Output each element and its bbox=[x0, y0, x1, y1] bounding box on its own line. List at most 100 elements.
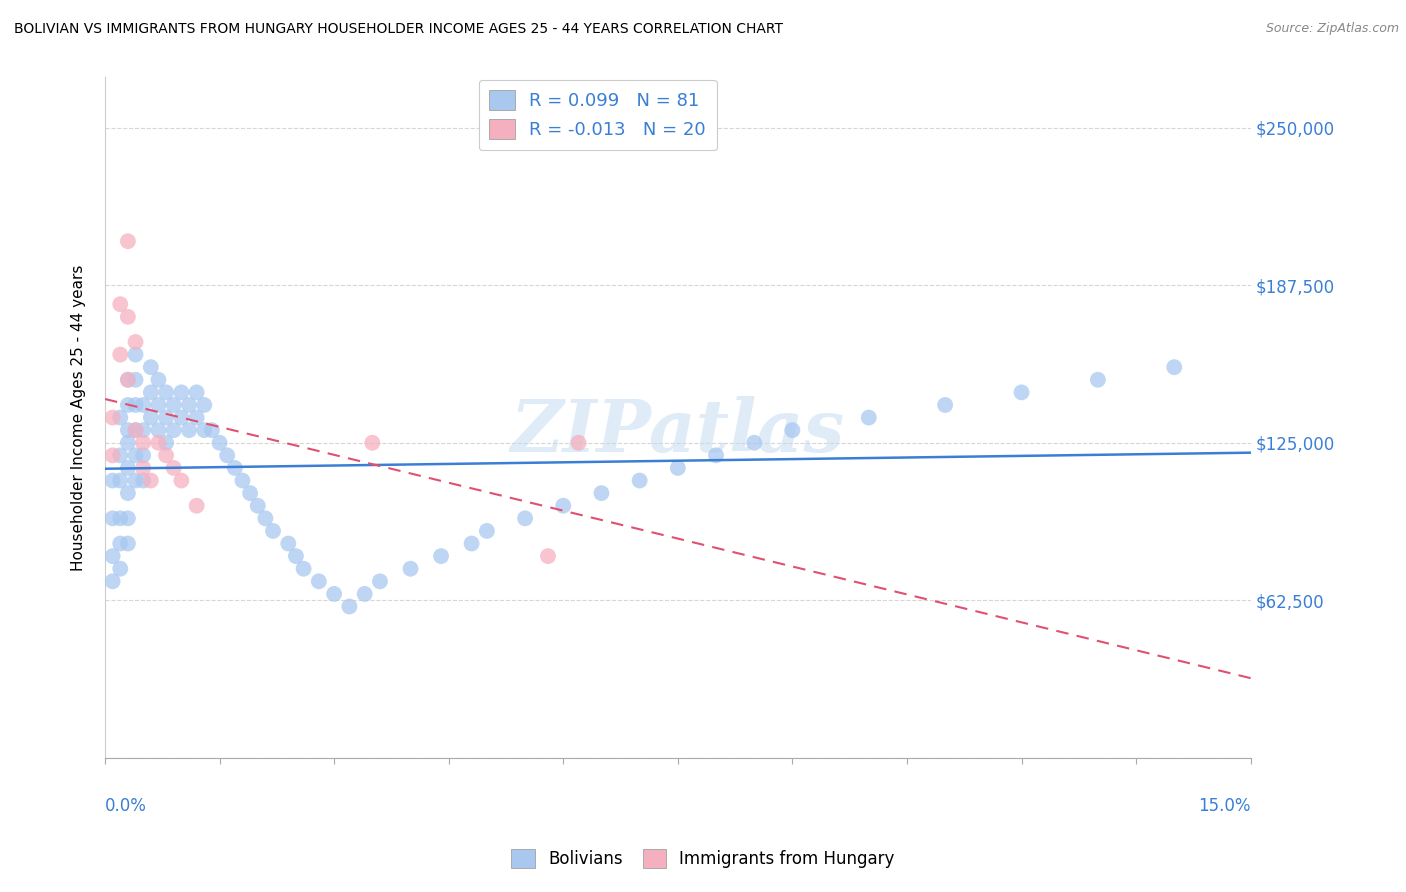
Point bbox=[246, 499, 269, 513]
Point bbox=[124, 334, 146, 349]
Point bbox=[132, 448, 155, 462]
Point bbox=[186, 499, 208, 513]
Legend: Bolivians, Immigrants from Hungary: Bolivians, Immigrants from Hungary bbox=[505, 843, 901, 875]
Point bbox=[262, 524, 284, 538]
Point bbox=[186, 385, 208, 400]
Point bbox=[284, 549, 307, 563]
Y-axis label: Householder Income Ages 25 - 44 years: Householder Income Ages 25 - 44 years bbox=[72, 264, 86, 571]
Point bbox=[361, 435, 384, 450]
Point bbox=[101, 448, 124, 462]
Point bbox=[117, 310, 139, 324]
Point bbox=[177, 398, 200, 412]
Point bbox=[430, 549, 453, 563]
Point bbox=[704, 448, 727, 462]
Point bbox=[163, 423, 186, 437]
Point bbox=[782, 423, 804, 437]
Point bbox=[132, 423, 155, 437]
Point bbox=[110, 348, 132, 362]
Point bbox=[934, 398, 956, 412]
Point bbox=[124, 474, 146, 488]
Point bbox=[101, 574, 124, 589]
Point bbox=[139, 360, 162, 375]
Text: Source: ZipAtlas.com: Source: ZipAtlas.com bbox=[1265, 22, 1399, 36]
Point bbox=[110, 511, 132, 525]
Point bbox=[124, 423, 146, 437]
Point bbox=[475, 524, 498, 538]
Text: ZIPatlas: ZIPatlas bbox=[510, 396, 845, 467]
Point bbox=[513, 511, 536, 525]
Point bbox=[101, 511, 124, 525]
Point bbox=[231, 474, 253, 488]
Text: 0.0%: 0.0% bbox=[105, 797, 146, 814]
Point bbox=[292, 562, 315, 576]
Point bbox=[170, 474, 193, 488]
Point bbox=[110, 562, 132, 576]
Point bbox=[308, 574, 330, 589]
Point bbox=[537, 549, 560, 563]
Point bbox=[339, 599, 361, 614]
Point bbox=[117, 486, 139, 500]
Text: BOLIVIAN VS IMMIGRANTS FROM HUNGARY HOUSEHOLDER INCOME AGES 25 - 44 YEARS CORREL: BOLIVIAN VS IMMIGRANTS FROM HUNGARY HOUS… bbox=[14, 22, 783, 37]
Point bbox=[193, 423, 215, 437]
Point bbox=[148, 435, 170, 450]
Point bbox=[155, 385, 177, 400]
Point bbox=[591, 486, 613, 500]
Point bbox=[110, 536, 132, 550]
Point bbox=[254, 511, 277, 525]
Point bbox=[201, 423, 224, 437]
Point bbox=[124, 348, 146, 362]
Point bbox=[132, 461, 155, 475]
Point bbox=[110, 410, 132, 425]
Point bbox=[139, 410, 162, 425]
Point bbox=[132, 474, 155, 488]
Point bbox=[148, 423, 170, 437]
Point bbox=[132, 398, 155, 412]
Point bbox=[323, 587, 346, 601]
Point bbox=[117, 373, 139, 387]
Point bbox=[117, 435, 139, 450]
Point bbox=[1011, 385, 1033, 400]
Legend: R = 0.099   N = 81, R = -0.013   N = 20: R = 0.099 N = 81, R = -0.013 N = 20 bbox=[478, 79, 717, 150]
Point bbox=[858, 410, 880, 425]
Point bbox=[155, 448, 177, 462]
Point bbox=[177, 423, 200, 437]
Point bbox=[101, 410, 124, 425]
Point bbox=[163, 461, 186, 475]
Point bbox=[117, 461, 139, 475]
Point bbox=[553, 499, 575, 513]
Point bbox=[132, 435, 155, 450]
Point bbox=[110, 297, 132, 311]
Point bbox=[567, 435, 589, 450]
Point bbox=[117, 536, 139, 550]
Point bbox=[117, 398, 139, 412]
Point bbox=[742, 435, 765, 450]
Point bbox=[163, 398, 186, 412]
Point bbox=[217, 448, 239, 462]
Point bbox=[101, 474, 124, 488]
Point bbox=[110, 474, 132, 488]
Point bbox=[101, 549, 124, 563]
Point bbox=[148, 373, 170, 387]
Point bbox=[117, 511, 139, 525]
Point bbox=[1163, 360, 1185, 375]
Point bbox=[628, 474, 651, 488]
Point bbox=[1087, 373, 1109, 387]
Point bbox=[193, 398, 215, 412]
Point bbox=[117, 423, 139, 437]
Point bbox=[117, 373, 139, 387]
Point bbox=[155, 410, 177, 425]
Point bbox=[460, 536, 482, 550]
Point bbox=[399, 562, 422, 576]
Point bbox=[155, 435, 177, 450]
Point bbox=[139, 385, 162, 400]
Point bbox=[208, 435, 231, 450]
Point bbox=[170, 385, 193, 400]
Point bbox=[117, 234, 139, 248]
Point bbox=[110, 448, 132, 462]
Point bbox=[124, 423, 146, 437]
Point bbox=[148, 398, 170, 412]
Point bbox=[368, 574, 391, 589]
Point bbox=[239, 486, 262, 500]
Point bbox=[124, 448, 146, 462]
Point bbox=[124, 398, 146, 412]
